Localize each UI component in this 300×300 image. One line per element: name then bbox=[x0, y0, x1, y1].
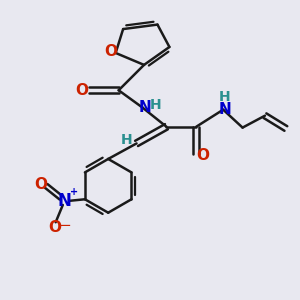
Text: O: O bbox=[196, 148, 209, 164]
Text: O: O bbox=[76, 83, 89, 98]
Text: N: N bbox=[139, 100, 151, 115]
Text: O: O bbox=[104, 44, 117, 59]
Text: −: − bbox=[58, 218, 71, 233]
Text: +: + bbox=[70, 188, 78, 197]
Text: H: H bbox=[150, 98, 162, 112]
Text: H: H bbox=[219, 90, 230, 104]
Text: H: H bbox=[121, 133, 133, 147]
Text: N: N bbox=[58, 192, 72, 210]
Text: N: N bbox=[218, 102, 231, 117]
Text: O: O bbox=[34, 177, 47, 192]
Text: O: O bbox=[49, 220, 62, 235]
